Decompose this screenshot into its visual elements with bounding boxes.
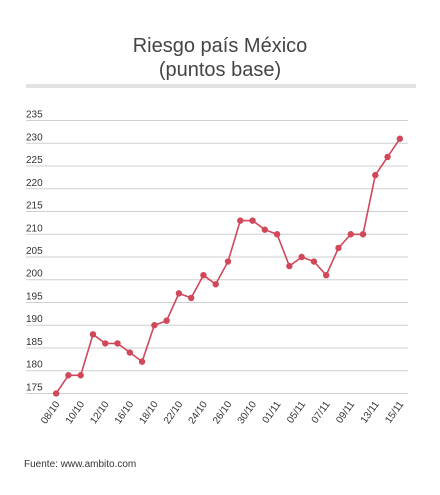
data-point (310, 258, 318, 265)
data-point (151, 322, 158, 329)
x-tick-label: 18/10 (137, 399, 161, 426)
data-point (102, 340, 109, 347)
data-point (249, 217, 256, 224)
chart-subtitle: (puntos base) (158, 59, 282, 81)
y-tick-label: 195 (26, 291, 43, 302)
data-point (114, 340, 121, 347)
y-tick-label: 215 (26, 201, 43, 212)
x-tick-label: 22/10 (162, 399, 186, 426)
data-point (323, 271, 330, 279)
chart-title: Riesgo país México (132, 35, 308, 57)
data-point (65, 372, 72, 379)
y-tick-label: 175 (26, 382, 43, 393)
data-point (200, 271, 207, 279)
data-point (89, 331, 97, 338)
x-tick-label: 26/10 (211, 399, 235, 426)
data-point (273, 231, 281, 238)
x-tick-label: 16/10 (113, 399, 137, 426)
x-tick-label: 12/10 (88, 399, 112, 426)
x-tick-label: 09/11 (334, 399, 357, 426)
x-tick-label: 24/10 (187, 399, 211, 426)
y-tick-label: 230 (26, 132, 43, 143)
x-tick-label: 15/11 (383, 399, 406, 426)
y-tick-label: 220 (26, 178, 43, 189)
data-point (396, 135, 404, 142)
y-tick-label: 185 (26, 337, 43, 348)
y-tick-label: 210 (26, 223, 43, 234)
y-tick-label: 200 (26, 269, 43, 280)
data-point (261, 226, 269, 233)
data-point (52, 390, 60, 397)
data-point (126, 349, 133, 356)
x-tick-label: 05/11 (285, 399, 308, 426)
data-point (175, 290, 183, 297)
data-point (372, 171, 379, 179)
y-tick-label: 205 (26, 246, 43, 257)
data-point (286, 262, 293, 270)
chart-title-block: Riesgo país México (puntos base) (0, 34, 440, 82)
x-tick-label: 13/11 (359, 399, 382, 426)
y-tick-label: 225 (26, 155, 43, 166)
data-point (224, 258, 232, 265)
data-point (187, 294, 195, 302)
data-point (359, 231, 367, 238)
x-tick-label: 08/10 (39, 399, 63, 426)
x-tick-label: 30/10 (236, 399, 260, 426)
data-point (77, 372, 84, 379)
data-point (384, 153, 391, 161)
series-line (55, 138, 401, 394)
data-point (237, 217, 244, 224)
y-tick-label: 190 (26, 314, 43, 325)
x-tick-label: 07/11 (310, 399, 333, 426)
source-note: Fuente: www.ambito.com (24, 459, 137, 470)
x-tick-label: 10/10 (64, 399, 88, 426)
x-tick-label: 01/11 (261, 399, 284, 426)
data-point (138, 358, 146, 365)
title-divider (26, 84, 416, 88)
data-point (347, 231, 354, 238)
y-tick-label: 235 (26, 110, 43, 121)
data-point (335, 244, 342, 252)
data-point (163, 317, 170, 324)
data-point (298, 253, 305, 261)
y-tick-label: 180 (26, 360, 43, 371)
data-point (212, 281, 219, 288)
